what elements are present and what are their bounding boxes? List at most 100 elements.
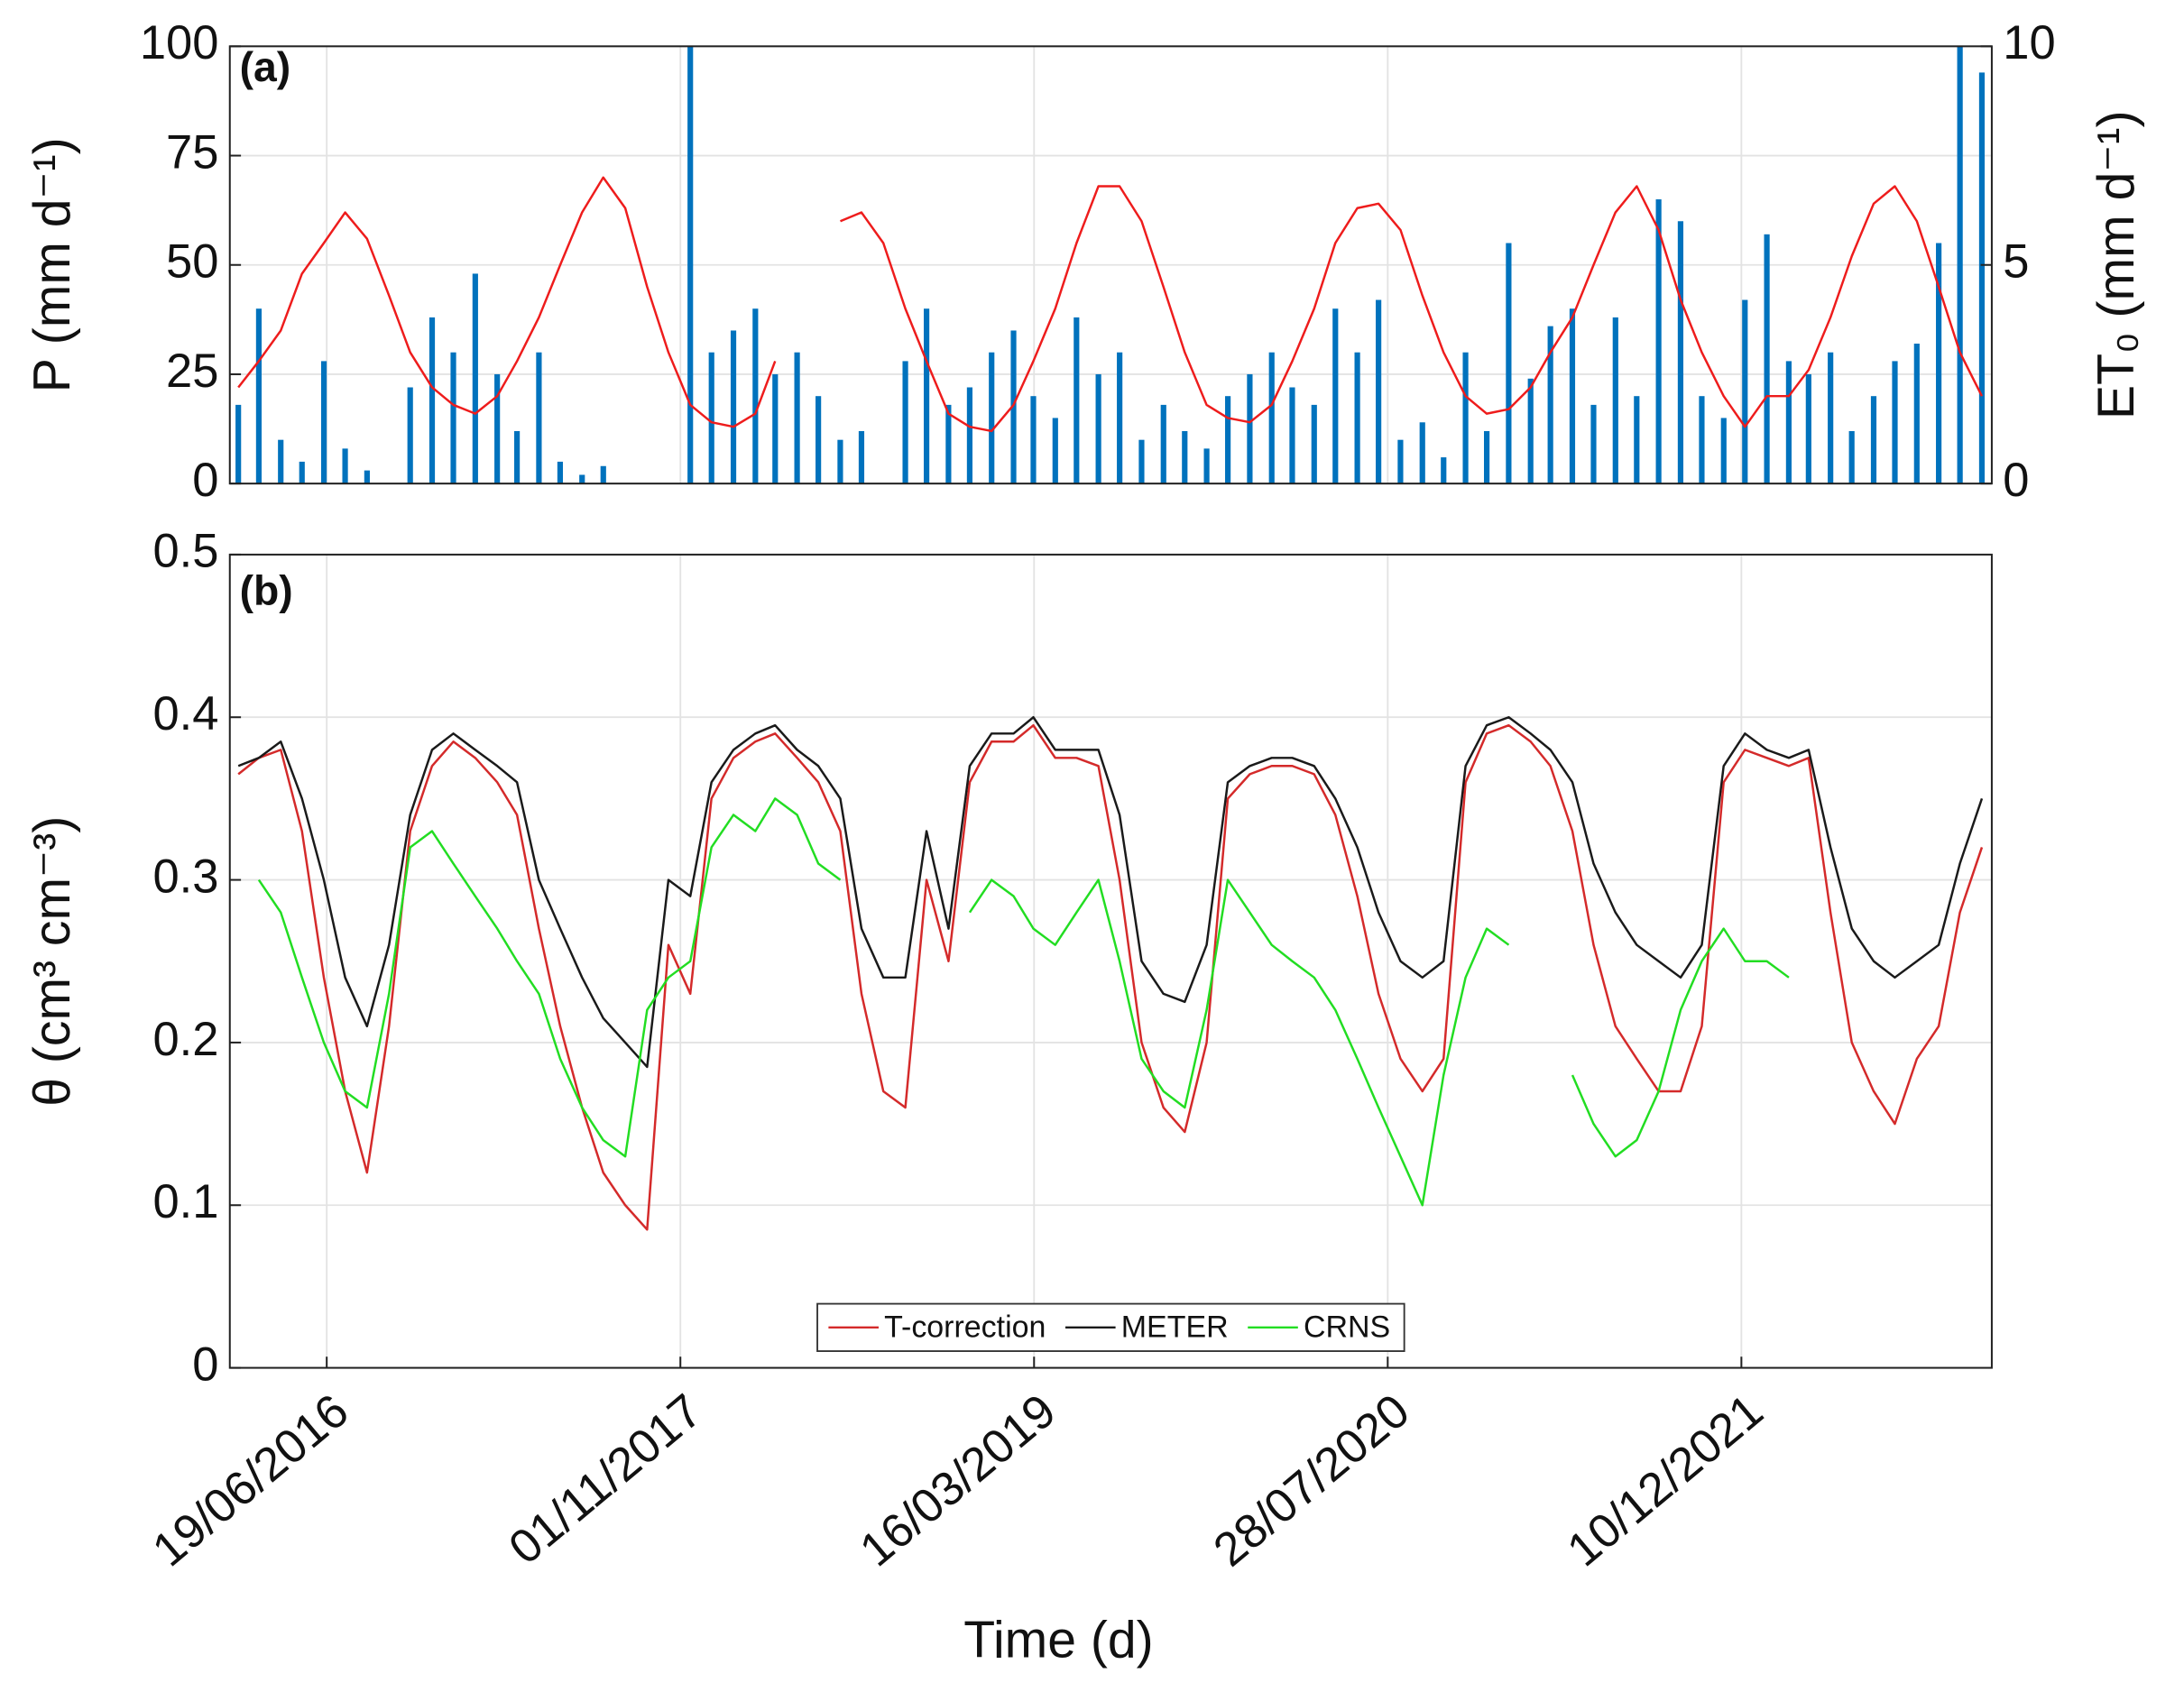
bar [1225, 396, 1231, 484]
legend-label: T-correction [884, 1310, 1046, 1344]
bar [255, 308, 262, 484]
bar [450, 352, 456, 484]
y-tick-label: 0 [192, 454, 218, 507]
y-tick-label: 0.1 [152, 1175, 218, 1228]
bar [1978, 72, 1986, 484]
bar [579, 474, 585, 484]
bar [1397, 439, 1404, 484]
line [237, 716, 1984, 1069]
bar [708, 352, 714, 484]
bar [472, 273, 478, 484]
bar [1785, 361, 1792, 484]
bar [320, 361, 327, 484]
y-tick-label: 0.5 [152, 525, 218, 578]
bar [687, 46, 694, 484]
bar [1289, 387, 1295, 484]
bar [1805, 373, 1811, 484]
bar [1483, 430, 1490, 484]
bar [1376, 299, 1382, 484]
bar [772, 373, 779, 484]
bar [1506, 243, 1512, 484]
x-tick-label: 28/07/2020 [1203, 1384, 1419, 1577]
y2-tick-label: 0 [2003, 454, 2029, 507]
bar [1634, 396, 1640, 484]
y-tick-label: 25 [166, 345, 218, 398]
bar [1160, 404, 1166, 484]
bar [1311, 404, 1317, 484]
bar [1030, 396, 1037, 484]
bar [342, 448, 348, 484]
bar [1527, 378, 1534, 484]
bar [1699, 396, 1705, 484]
bar [1677, 221, 1684, 484]
y-tick-label: 75 [166, 125, 218, 179]
y-tick-label: 0.3 [152, 850, 218, 903]
bar [1462, 352, 1469, 484]
legend-label: CRNS [1304, 1310, 1390, 1344]
plot-frame [228, 553, 1993, 1369]
bar [1203, 448, 1210, 484]
bar [1268, 352, 1275, 484]
y-tick-label: 0.4 [152, 687, 218, 740]
line [237, 176, 1984, 433]
bar [407, 387, 413, 484]
y-axis-label: θ (cm³ cm⁻³) [23, 816, 81, 1107]
bar [364, 470, 370, 484]
y-tick-label: 100 [140, 16, 219, 69]
bar [1138, 439, 1145, 484]
legend-label: METER [1121, 1310, 1229, 1344]
bar [429, 317, 436, 484]
x-tick-label: 10/12/2021 [1557, 1384, 1773, 1577]
bar [837, 439, 843, 484]
bar [924, 308, 930, 484]
bar [1441, 457, 1447, 484]
bar [1569, 308, 1576, 484]
bar [858, 430, 865, 484]
line [257, 797, 1790, 1207]
panel-label: (a) [240, 43, 291, 90]
bar [1936, 243, 1942, 484]
panel-label: (b) [240, 566, 293, 613]
bar [945, 404, 952, 484]
line [237, 723, 1984, 1231]
x-tick-label: 01/11/2017 [499, 1384, 712, 1575]
bar [1074, 317, 1080, 484]
bar [1590, 404, 1597, 484]
y-tick-label: 50 [166, 235, 218, 289]
bar [816, 396, 822, 484]
bar [1247, 373, 1253, 484]
bar [1957, 46, 1963, 484]
bar [1764, 234, 1770, 484]
bar [1547, 326, 1553, 484]
bar [1354, 352, 1360, 484]
bar [1892, 361, 1898, 484]
bar [1870, 396, 1877, 484]
bar [299, 461, 305, 484]
bar [1612, 317, 1618, 484]
bar [1332, 308, 1339, 484]
bar [1117, 352, 1123, 484]
y2-tick-label: 5 [2003, 235, 2029, 289]
y2-tick-label: 10 [2003, 16, 2055, 69]
y-tick-label: 0.2 [152, 1013, 218, 1066]
bar [1052, 418, 1058, 484]
bar [1655, 199, 1662, 484]
bar [557, 461, 564, 484]
bar [902, 361, 908, 484]
x-tick-label: 16/03/2019 [850, 1384, 1065, 1577]
bar [1419, 422, 1425, 484]
bar [514, 430, 521, 484]
y-axis-label: P (mm d⁻¹) [23, 137, 81, 392]
x-axis-label: Time (d) [963, 1611, 1153, 1669]
bar [1095, 373, 1101, 484]
bar [536, 352, 542, 484]
bar [1010, 330, 1017, 484]
bar [278, 439, 284, 484]
legend: T-correction METER CRNS [816, 1302, 1405, 1352]
x-tick-label: 19/06/2016 [143, 1384, 358, 1577]
bar [235, 404, 242, 484]
y-tick-label: 0 [192, 1338, 218, 1391]
bar [1720, 418, 1727, 484]
bar [730, 330, 737, 484]
